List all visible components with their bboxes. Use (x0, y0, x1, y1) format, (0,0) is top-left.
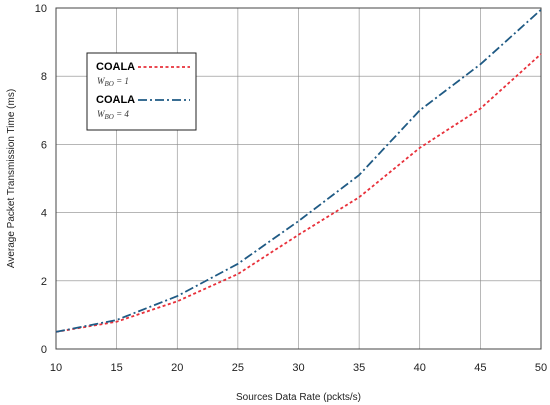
y-tick-label: 10 (35, 3, 47, 15)
legend: COALA WBO = 1 COALA WBO = 4 (86, 52, 197, 131)
x-tick-label: 35 (353, 362, 365, 374)
x-tick-label: 45 (474, 362, 486, 374)
x-tick-label: 25 (232, 362, 244, 374)
legend-series-parameter: WBO = 1 (97, 76, 129, 88)
y-axis-title: Average Packet Transmission Time (ms) (6, 89, 17, 268)
series-line-1 (55, 53, 542, 333)
x-tick-label: 40 (414, 362, 426, 374)
x-axis-title: Sources Data Rate (pckts/s) (236, 392, 361, 403)
legend-series-parameter: WBO = 4 (97, 109, 129, 121)
plot-frame (55, 7, 542, 350)
x-tick-label: 30 (292, 362, 304, 374)
y-tick-label: 0 (41, 344, 47, 356)
legend-series-name: COALA (96, 61, 135, 73)
x-tick-label: 10 (50, 362, 62, 374)
series-lines (55, 9, 542, 333)
x-tick-label: 20 (171, 362, 183, 374)
y-tick-label: 6 (41, 139, 47, 151)
y-tick-label: 8 (41, 71, 47, 83)
legend-series-name: COALA (96, 94, 135, 106)
y-axis-ticks: 0 2 4 6 8 10 (35, 3, 47, 356)
x-tick-label: 15 (111, 362, 123, 374)
grid-lines (55, 7, 542, 350)
legend-box (86, 52, 197, 131)
y-tick-label: 4 (41, 208, 47, 220)
y-tick-label: 2 (41, 276, 47, 288)
x-tick-label: 50 (535, 362, 547, 374)
x-axis-ticks: 10 15 20 25 30 35 40 45 50 (50, 362, 547, 374)
